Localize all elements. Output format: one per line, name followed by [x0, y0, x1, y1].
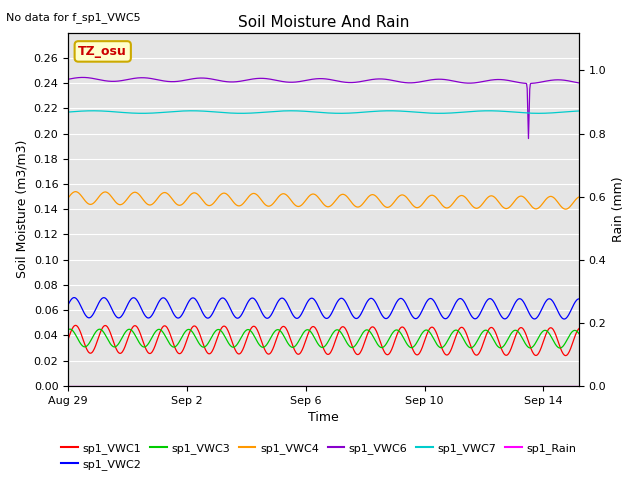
Title: Soil Moisture And Rain: Soil Moisture And Rain: [238, 15, 409, 30]
Legend: sp1_VWC1, sp1_VWC2, sp1_VWC3, sp1_VWC4, sp1_VWC6, sp1_VWC7, sp1_Rain: sp1_VWC1, sp1_VWC2, sp1_VWC3, sp1_VWC4, …: [57, 438, 581, 474]
X-axis label: Time: Time: [308, 411, 339, 424]
Text: No data for f_sp1_VWC5: No data for f_sp1_VWC5: [6, 12, 141, 23]
Y-axis label: Soil Moisture (m3/m3): Soil Moisture (m3/m3): [15, 140, 28, 278]
Text: TZ_osu: TZ_osu: [78, 45, 127, 58]
Y-axis label: Rain (mm): Rain (mm): [612, 177, 625, 242]
